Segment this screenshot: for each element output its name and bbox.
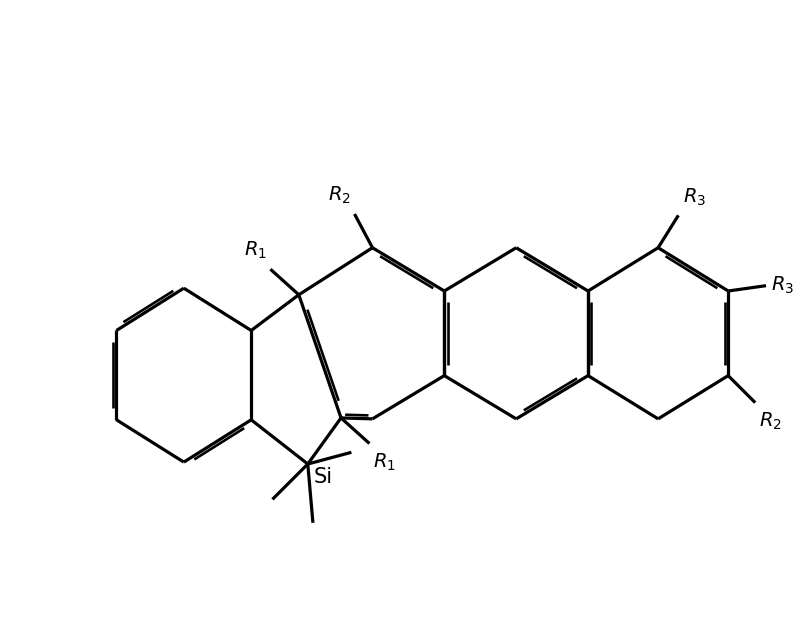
Text: $R_3$: $R_3$	[682, 187, 706, 208]
Text: Si: Si	[313, 467, 332, 487]
Text: $R_2$: $R_2$	[328, 185, 350, 205]
Text: $R_1$: $R_1$	[372, 452, 395, 473]
Text: $R_3$: $R_3$	[770, 275, 793, 296]
Text: $R_1$: $R_1$	[244, 239, 267, 261]
Text: $R_2$: $R_2$	[757, 411, 780, 432]
